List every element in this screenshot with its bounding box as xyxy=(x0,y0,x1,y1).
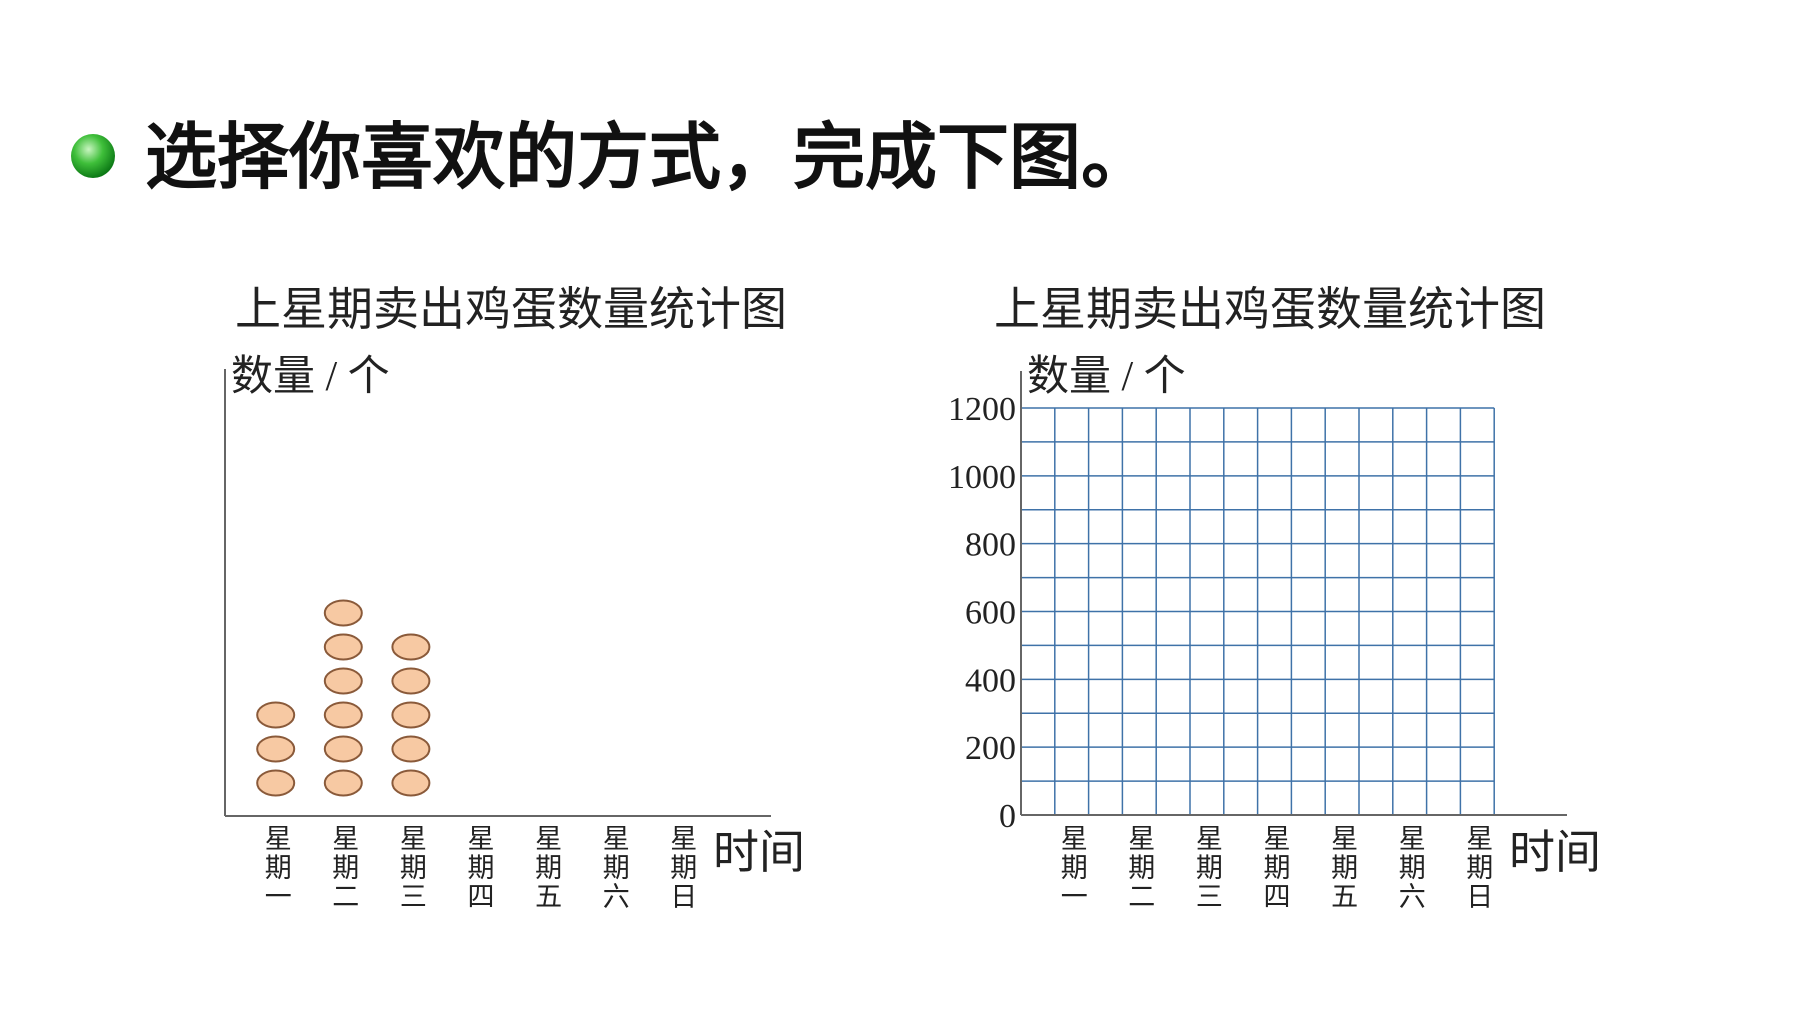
egg xyxy=(323,735,363,763)
x-axis-label: 时间 xyxy=(713,827,805,878)
egg-stack xyxy=(391,633,431,797)
egg xyxy=(256,701,296,729)
y-tick-label: 1200 xyxy=(948,391,1016,428)
bullet xyxy=(71,134,115,178)
egg xyxy=(391,633,431,661)
egg xyxy=(323,667,363,695)
chart-title: 上星期卖出鸡蛋数量统计图 xyxy=(235,284,787,335)
x-axis-label: 时间 xyxy=(1509,827,1601,878)
x-tick-label: 星期六 xyxy=(1395,824,1425,911)
egg xyxy=(391,769,431,797)
x-tick-label: 星期二 xyxy=(328,824,358,911)
y-tick-label: 400 xyxy=(965,662,1016,699)
x-tick-label: 星期六 xyxy=(599,824,629,911)
egg xyxy=(323,633,363,661)
x-tick-label: 星期一 xyxy=(1057,824,1087,911)
egg xyxy=(323,701,363,729)
chart-title: 上星期卖出鸡蛋数量统计图 xyxy=(994,284,1546,335)
y-tick-label: 200 xyxy=(965,730,1016,767)
egg xyxy=(391,667,431,695)
y-tick-label: 1000 xyxy=(948,459,1016,496)
slide-title: 选择你喜欢的方式，完成下图。 xyxy=(145,115,1153,199)
y-tick-label: 800 xyxy=(965,527,1016,564)
egg xyxy=(256,735,296,763)
x-tick-label: 星期日 xyxy=(1462,824,1492,911)
x-tick-label: 星期四 xyxy=(1260,824,1290,911)
y-axis-label: 数量 / 个 xyxy=(1027,354,1186,400)
egg xyxy=(391,701,431,729)
x-tick-label: 星期五 xyxy=(531,824,561,911)
egg xyxy=(391,735,431,763)
y-tick-label: 600 xyxy=(965,595,1016,632)
egg-stack xyxy=(256,701,296,797)
x-tick-label: 星期三 xyxy=(396,824,426,911)
x-tick-label: 星期五 xyxy=(1327,824,1357,911)
egg xyxy=(256,769,296,797)
egg xyxy=(323,769,363,797)
x-tick-label: 星期三 xyxy=(1192,824,1222,911)
x-tick-label: 星期二 xyxy=(1124,824,1154,911)
egg xyxy=(323,599,363,627)
y-tick-label: 0 xyxy=(999,798,1016,835)
x-tick-label: 星期四 xyxy=(464,824,494,911)
x-tick-label: 星期一 xyxy=(261,824,291,911)
x-tick-label: 星期日 xyxy=(666,824,696,911)
egg-stack xyxy=(323,599,363,797)
y-axis-label: 数量 / 个 xyxy=(231,354,390,400)
